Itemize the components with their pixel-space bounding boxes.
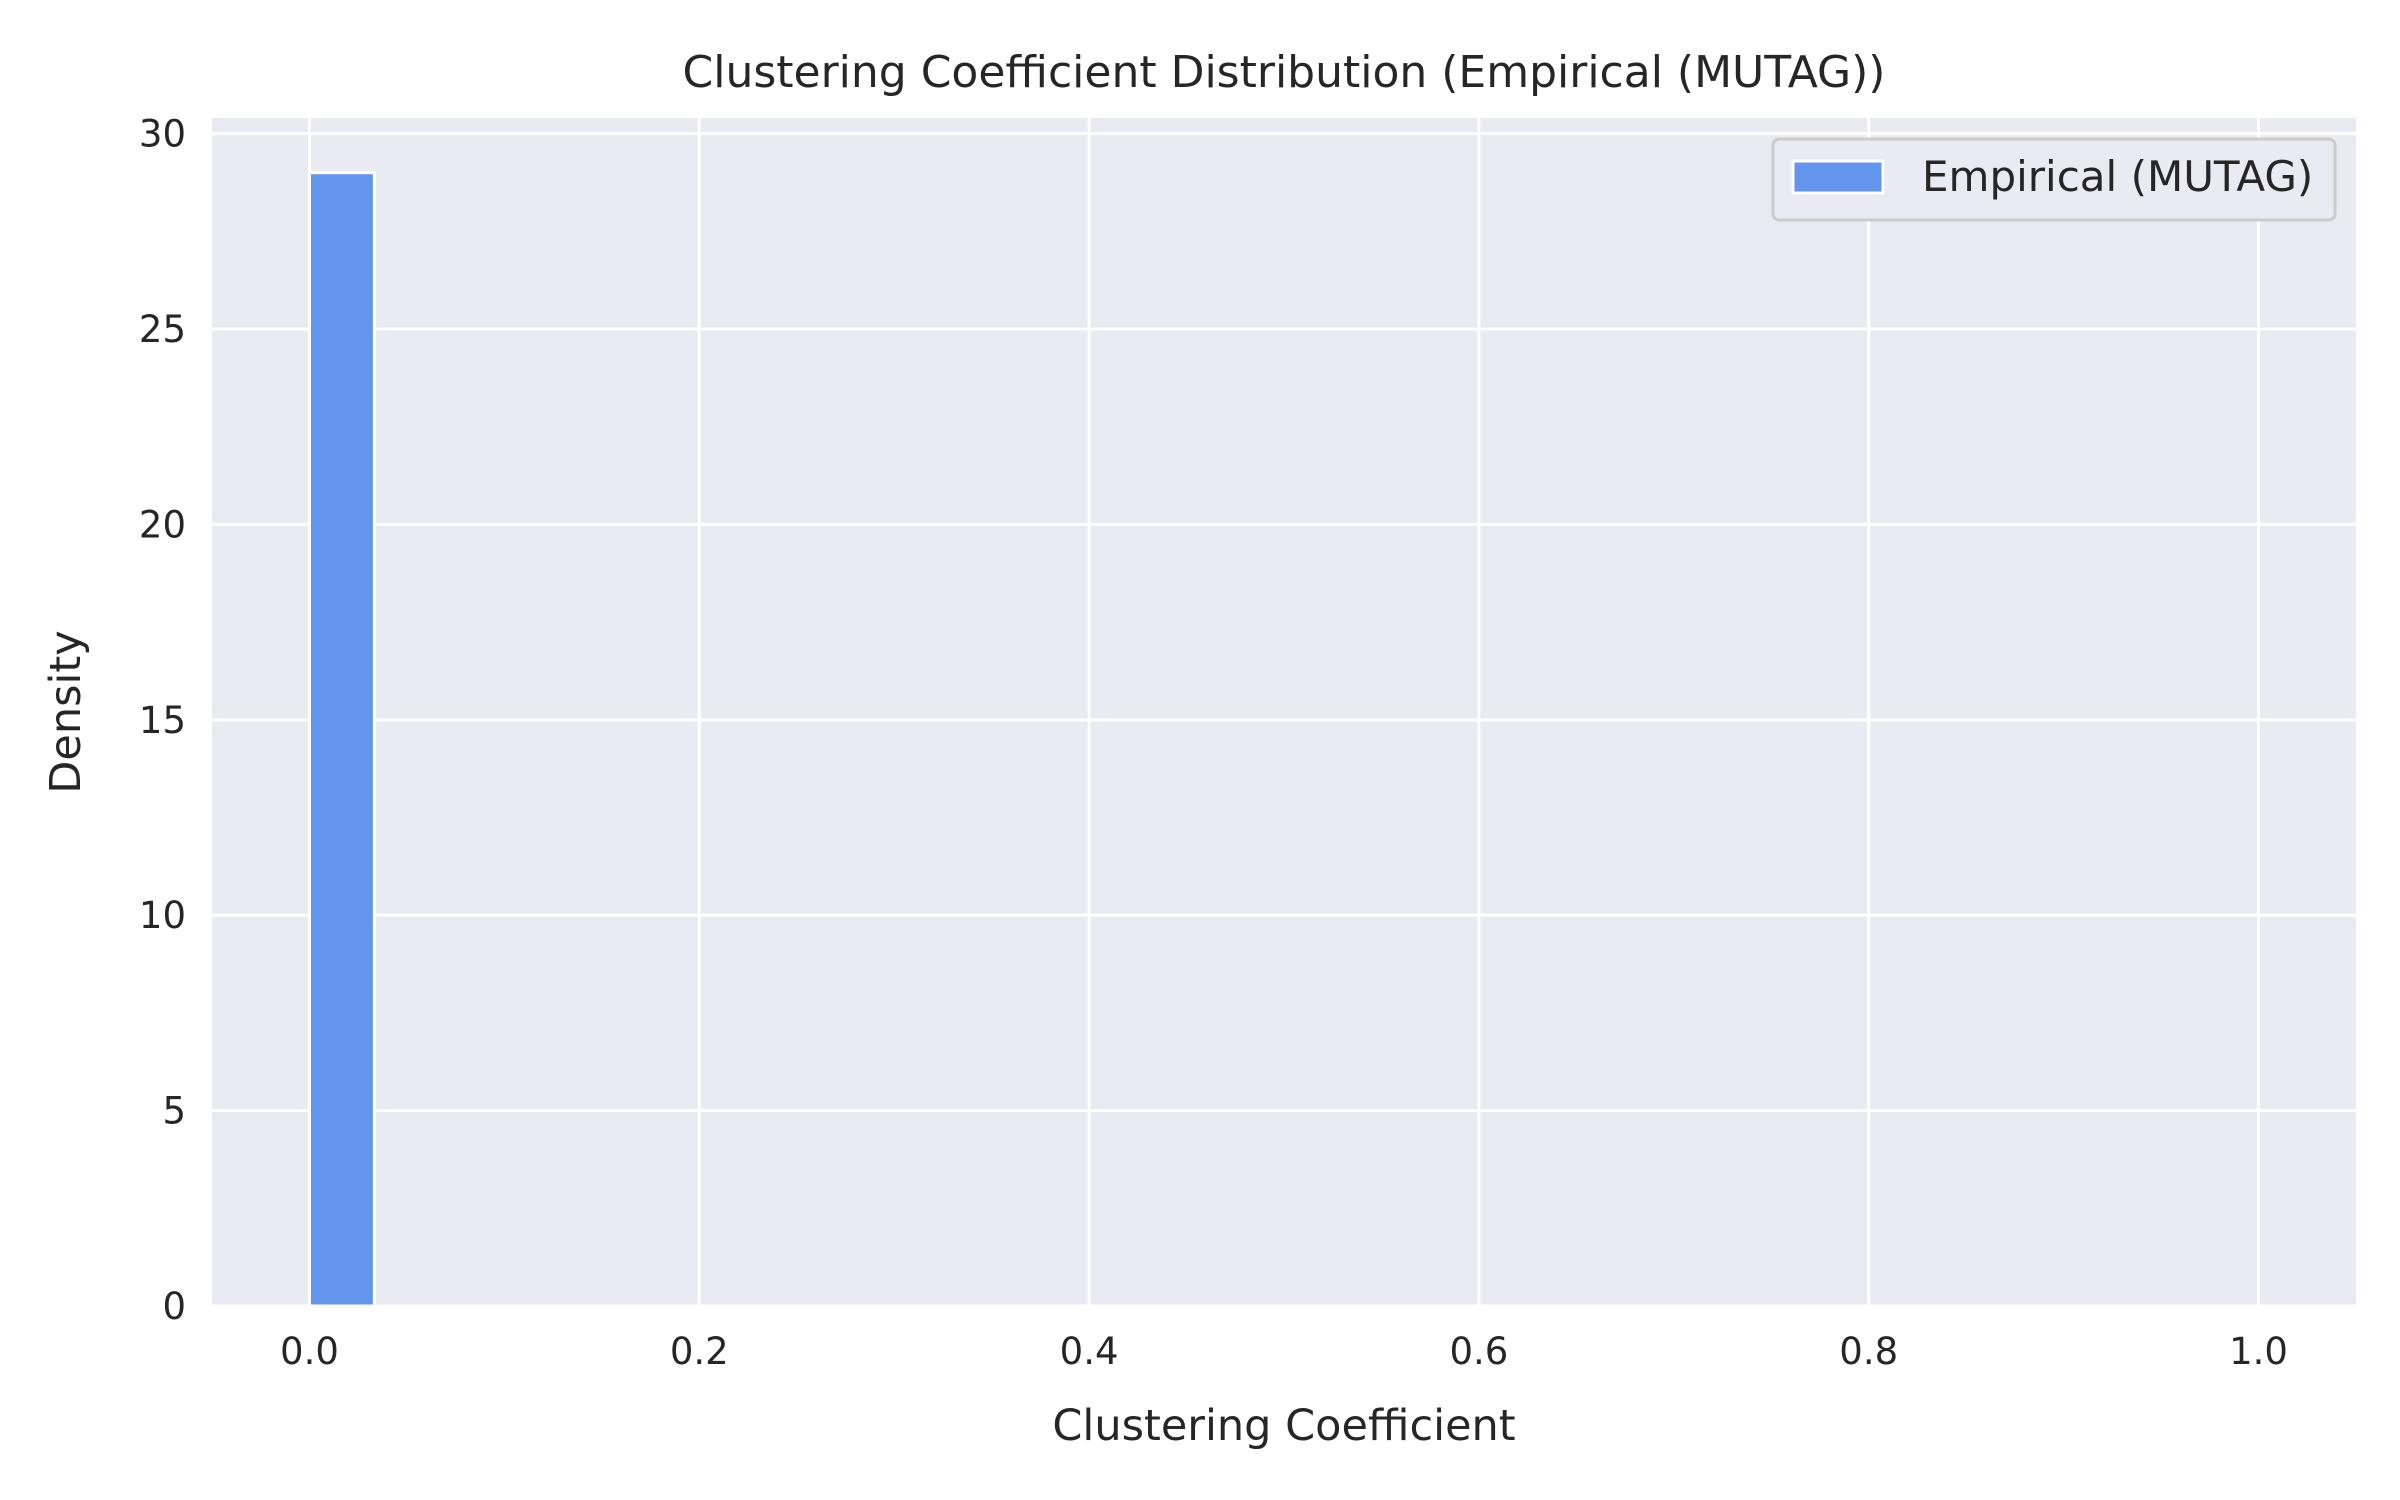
x-tick-label: 0.2 bbox=[670, 1330, 729, 1373]
y-tick-label: 15 bbox=[139, 699, 186, 742]
grid-layer bbox=[212, 118, 2356, 1308]
x-tick-label: 0.4 bbox=[1060, 1330, 1119, 1373]
legend-swatch bbox=[1791, 159, 1885, 195]
x-tick-label: 0.8 bbox=[1839, 1330, 1898, 1373]
chart-title: Clustering Coefficient Distribution (Emp… bbox=[683, 47, 1886, 98]
x-axis-label: Clustering Coefficient bbox=[1052, 1401, 1515, 1451]
legend-box bbox=[1771, 137, 2337, 222]
y-axis-label: Density bbox=[41, 630, 91, 793]
plot-area bbox=[212, 118, 2356, 1306]
y-tick-label: 20 bbox=[139, 503, 186, 546]
y-tick-label: 0 bbox=[162, 1285, 186, 1328]
bars-layer bbox=[307, 171, 376, 1308]
legend-label: Empirical (MUTAG) bbox=[1922, 152, 2313, 201]
legend: Empirical (MUTAG) bbox=[1771, 137, 2337, 222]
y-tick-label: 10 bbox=[139, 894, 186, 937]
y-tick-label: 30 bbox=[139, 113, 186, 156]
y-tick-label: 5 bbox=[162, 1090, 186, 1133]
x-tick-label: 0.0 bbox=[280, 1330, 339, 1373]
x-tick-label: 0.6 bbox=[1449, 1330, 1508, 1373]
histogram-bar bbox=[307, 171, 376, 1308]
ticks-layer: 0.0 0.2 0.4 0.6 0.8 1.0 0 5 10 15 20 25 30 bbox=[139, 113, 2288, 1373]
x-tick-label: 1.0 bbox=[2229, 1330, 2288, 1373]
y-tick-label: 25 bbox=[139, 308, 186, 351]
